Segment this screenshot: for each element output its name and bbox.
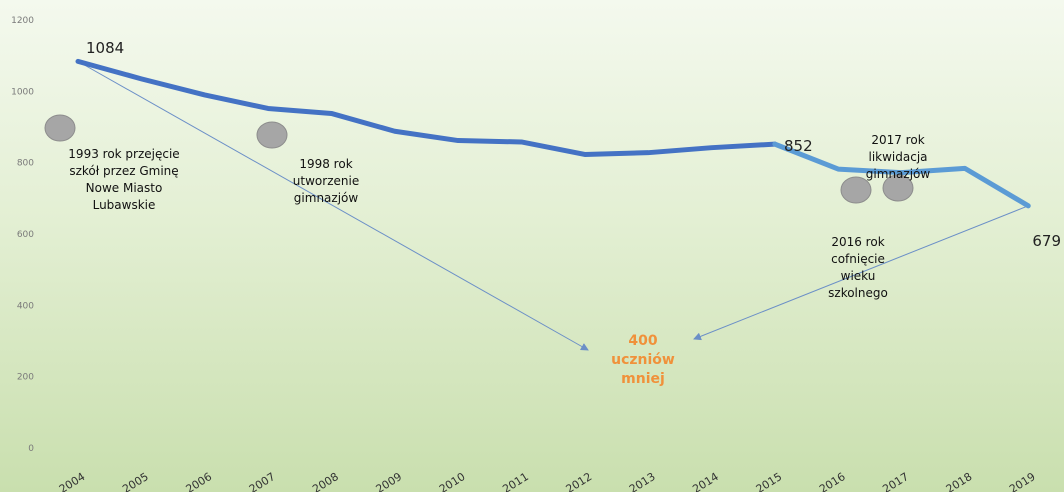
annotation-line: 2017 rok	[871, 133, 924, 147]
note-line: uczniów	[611, 352, 675, 368]
enrollment-series	[75, 58, 1031, 209]
x-tick-label: 2013	[627, 470, 658, 492]
x-tick-label: 2008	[310, 470, 341, 492]
x-axis-ticks: 2004 2005 2006 2007 2008 2009 2010 2011 2012 2013…	[57, 470, 1038, 492]
arrow-left	[77, 60, 589, 351]
data-label: 679	[1032, 232, 1061, 250]
x-tick-label: 2017	[880, 470, 911, 492]
x-tick-label: 2016	[817, 470, 848, 492]
x-tick-label: 2019	[1007, 470, 1038, 492]
x-tick-label: 2011	[500, 470, 531, 492]
event-marker	[882, 174, 914, 202]
data-label: 852	[784, 137, 813, 155]
y-tick-label: 600	[17, 230, 34, 240]
annotation-line: likwidacja	[868, 150, 927, 164]
x-tick-label: 2006	[184, 470, 215, 492]
x-tick-label: 2010	[437, 470, 468, 492]
x-tick-label: 2012	[564, 470, 595, 492]
x-tick-label: 2005	[120, 470, 151, 492]
annotation-line: Nowe Miasto	[86, 181, 163, 195]
y-tick-label: 1200	[11, 16, 34, 26]
decline-arrows	[77, 60, 1029, 351]
annotation-line: gimnazjów	[294, 191, 359, 205]
x-tick-label: 2014	[690, 470, 721, 492]
annotation-line: wieku	[841, 269, 876, 283]
data-labels: 1084 852 679	[86, 39, 1061, 250]
event-marker	[44, 114, 76, 142]
annotation-line: gimnazjów	[866, 167, 931, 181]
series-line	[75, 58, 778, 157]
annotation-line: cofnięcie	[831, 252, 885, 266]
annotation-line: szkół przez Gminę	[69, 164, 178, 178]
annotation-line: utworzenie	[293, 174, 359, 188]
arrow-right	[693, 205, 1029, 341]
event-marker	[840, 176, 872, 204]
note-line: 400	[628, 333, 657, 349]
event-annotations: 1993 rok przejęcie szkół przez Gminę Nowe …	[68, 133, 930, 300]
y-axis-ticks: 0 200 400 600 800 1000 1200	[11, 16, 34, 454]
note-line: mniej	[621, 371, 665, 387]
data-label: 1084	[86, 39, 124, 57]
y-tick-label: 800	[17, 159, 34, 169]
x-tick-label: 2007	[247, 470, 278, 492]
x-tick-label: 2018	[944, 470, 975, 492]
y-tick-label: 200	[17, 373, 34, 383]
y-tick-label: 1000	[11, 87, 34, 97]
event-markers	[44, 114, 914, 204]
event-marker	[256, 121, 288, 149]
x-tick-label: 2015	[754, 470, 785, 492]
annotation-line: szkolnego	[828, 286, 888, 300]
y-tick-label: 400	[17, 301, 34, 311]
annotation-line: 2016 rok	[831, 235, 884, 249]
decline-note: 400 uczniów mniej	[611, 333, 675, 387]
annotation-line: Lubawskie	[93, 198, 156, 212]
annotation-line: 1993 rok przejęcie	[68, 147, 179, 161]
y-tick-label: 0	[28, 444, 34, 454]
x-tick-label: 2009	[374, 470, 405, 492]
x-tick-label: 2004	[57, 470, 88, 492]
annotation-line: 1998 rok	[299, 157, 352, 171]
